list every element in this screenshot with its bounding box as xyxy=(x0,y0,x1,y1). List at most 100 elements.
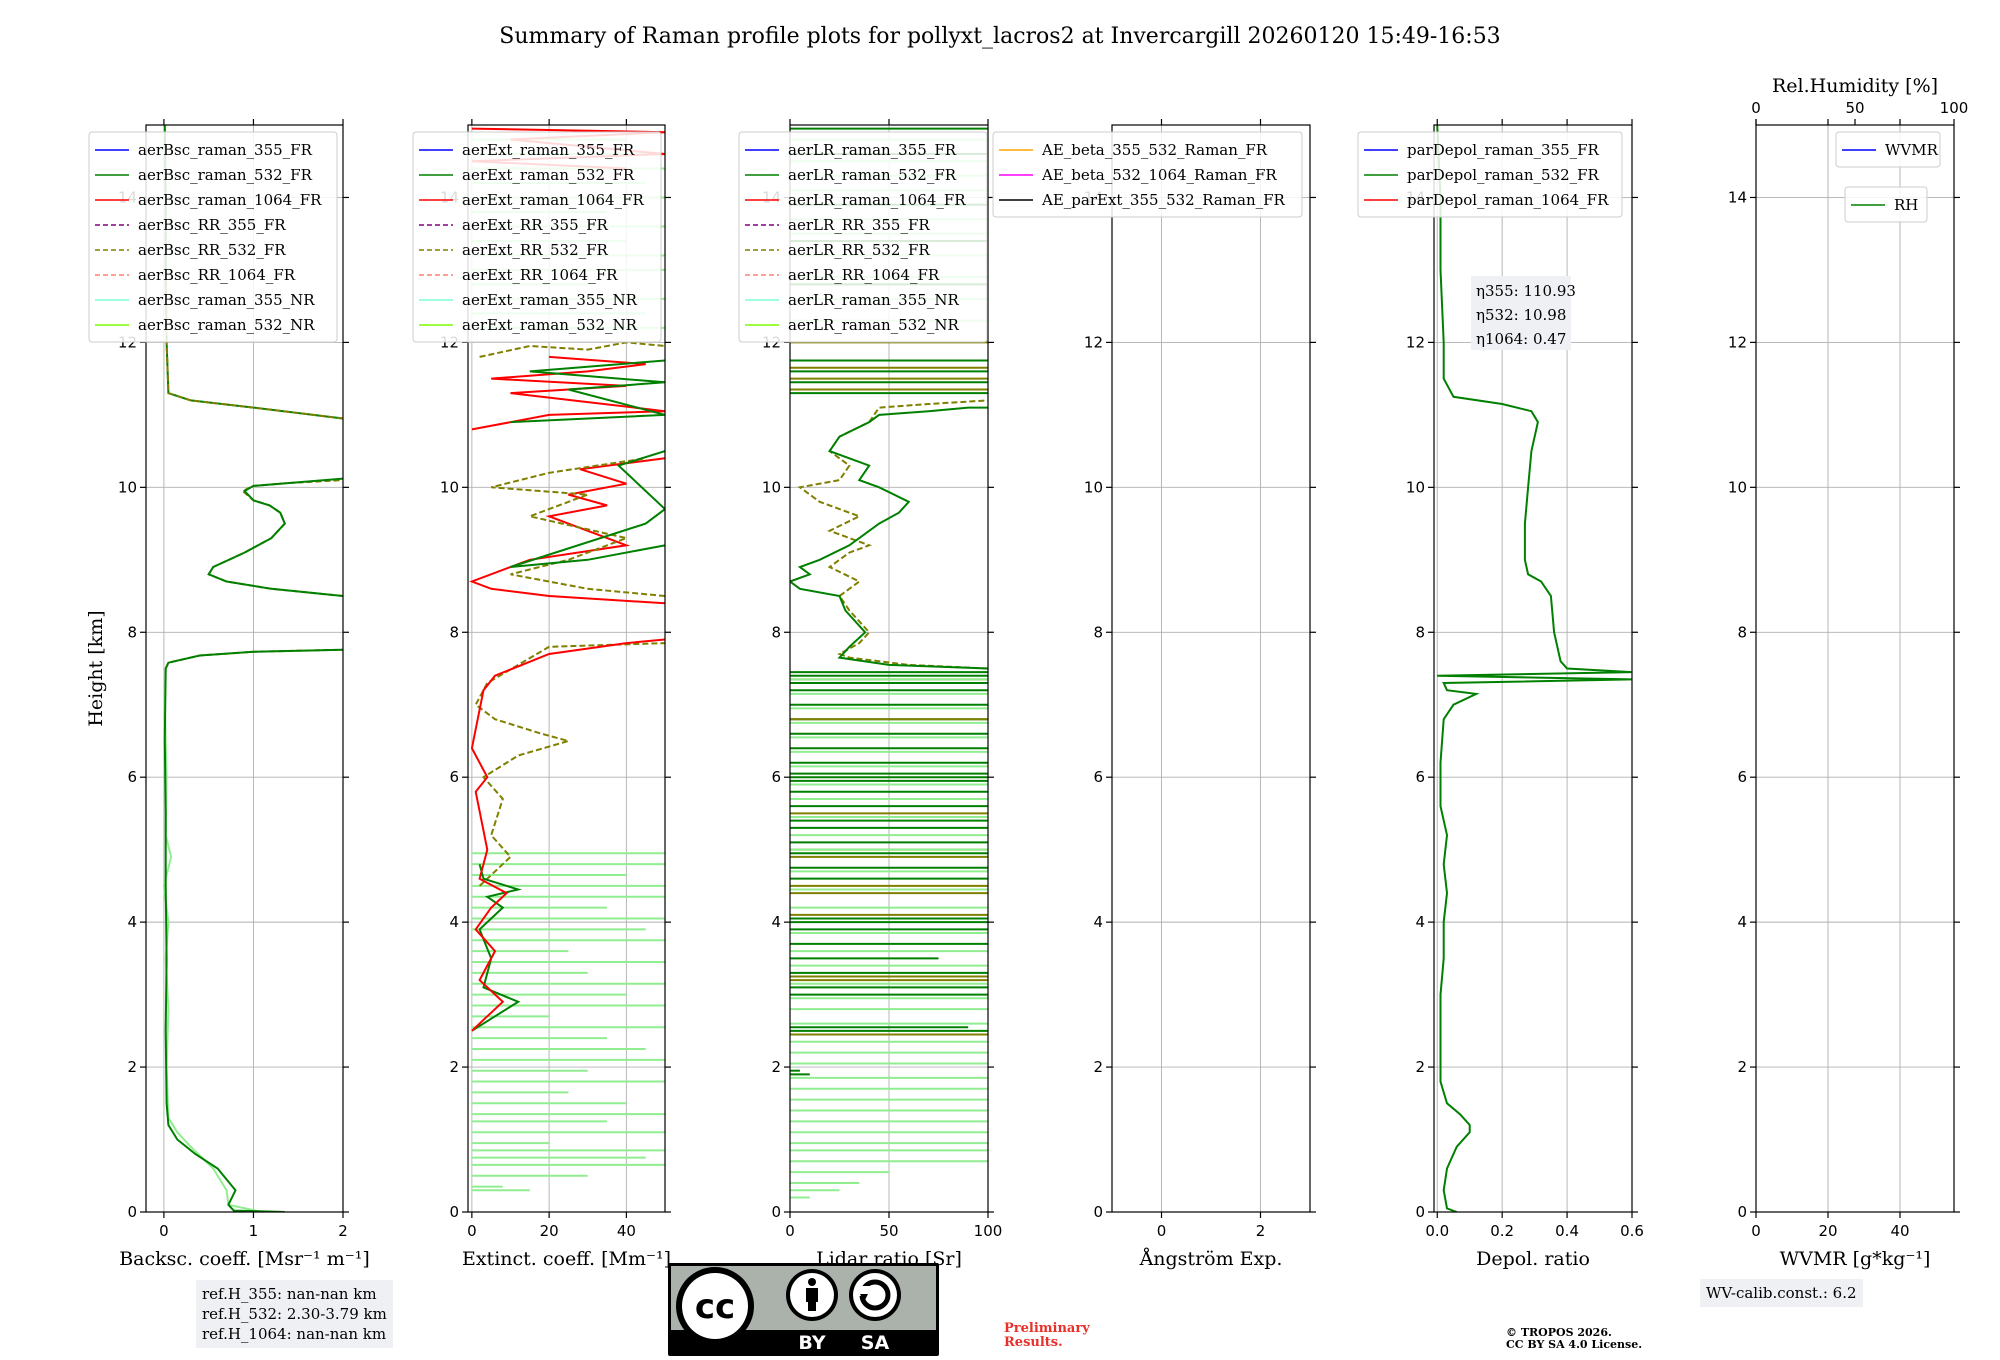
x-axis-label: Extinct. coeff. [Mm⁻¹] xyxy=(462,1248,671,1270)
legend-label: aerLR_raman_532_FR xyxy=(788,166,957,184)
x-tick-label: 1 xyxy=(249,1222,259,1240)
legend-label: parDepol_raman_355_FR xyxy=(1407,141,1600,159)
eta-value: η1064: 0.47 xyxy=(1476,330,1566,348)
series-line-aerLR_RR_532_FR xyxy=(797,399,988,670)
y-tick-label: 4 xyxy=(1093,913,1103,931)
eta-annotation: η355: 110.93 η532: 10.98 η1064: 0.47 xyxy=(1471,276,1576,350)
axes-frame xyxy=(1111,124,1311,1213)
series-line-aerExt_raman_532_FR xyxy=(510,359,665,424)
x-tick-label: 0 xyxy=(159,1222,169,1240)
y-tick-label: 0 xyxy=(449,1203,459,1221)
x-axis-label: Depol. ratio xyxy=(1476,1248,1590,1270)
y-tick-label: 4 xyxy=(449,913,459,931)
eta-value: η355: 110.93 xyxy=(1476,282,1576,300)
y-tick-label: 8 xyxy=(449,623,459,641)
copyright-line-2: CC BY SA 4.0 License. xyxy=(1506,1338,1643,1351)
legend-label: AE_beta_532_1064_Raman_FR xyxy=(1041,166,1277,184)
series-line-aerBsc_raman_532_NR xyxy=(162,668,263,1212)
x-tick-label: 0 xyxy=(785,1222,795,1240)
top-tick-label: 0 xyxy=(1751,99,1761,117)
series-line-aerExt_raman_1064_FR xyxy=(469,457,665,605)
legend-label: aerExt_raman_355_NR xyxy=(462,291,638,309)
x-tick-label: 0.2 xyxy=(1490,1222,1514,1240)
legend-label: aerBsc_raman_532_FR xyxy=(138,166,313,184)
legend-box xyxy=(992,131,1303,218)
series-line-aerExt_RR_532_FR xyxy=(474,642,665,887)
top-tick-label: 100 xyxy=(1940,99,1969,117)
panels: 02468101214012Backsc. coeff. [Msr⁻¹ m⁻¹]… xyxy=(85,75,1968,1270)
legend-box xyxy=(1844,186,1928,223)
series-line-aerBsc_raman_532_FR xyxy=(207,477,343,597)
legend-rh: RH xyxy=(1844,186,1928,223)
copyright-note: © TROPOS 2026. CC BY SA 4.0 License. xyxy=(1506,1327,1642,1351)
y-tick-label: 10 xyxy=(1406,478,1425,496)
panel-backscatter: 02468101214012Backsc. coeff. [Msr⁻¹ m⁻¹]… xyxy=(85,119,370,1270)
legend-label: aerBsc_RR_355_FR xyxy=(138,216,286,234)
y-tick-label: 8 xyxy=(1093,623,1103,641)
legend-label: WVMR xyxy=(1885,141,1939,159)
y-tick-label: 8 xyxy=(1415,623,1425,641)
legend-label: aerLR_raman_1064_FR xyxy=(788,191,966,209)
legend-box xyxy=(412,131,662,343)
legend-label: aerExt_RR_532_FR xyxy=(462,241,609,259)
legend-lidar_ratio: aerLR_raman_355_FR aerLR_raman_532_FR aerL… xyxy=(738,131,988,343)
y-tick-label: 2 xyxy=(1093,1058,1103,1076)
legend-box xyxy=(1357,131,1623,218)
eta-value: η532: 10.98 xyxy=(1476,306,1566,324)
series-line-aerExt_RR_532_FR xyxy=(490,457,665,597)
series-line-parDepol_raman_532_FR xyxy=(1436,125,1632,1212)
y-tick-label: 2 xyxy=(127,1058,137,1076)
x-tick-label: 40 xyxy=(1890,1222,1909,1240)
legend-label: aerBsc_raman_532_NR xyxy=(138,316,315,334)
legend-backscatter: aerBsc_raman_355_FR aerBsc_raman_532_FRae… xyxy=(88,131,338,343)
y-tick-label: 0 xyxy=(127,1203,137,1221)
legend-label: aerLR_raman_532_NR xyxy=(788,316,959,334)
series-line-aerExt_raman_1064_FR xyxy=(470,638,665,1032)
legend-label: aerLR_RR_355_FR xyxy=(788,216,930,234)
y-axis-label: Height [km] xyxy=(85,610,107,726)
legend-label: aerBsc_raman_355_FR xyxy=(138,141,313,159)
ref-height-1064: ref.H_1064: nan-nan km xyxy=(202,1325,387,1343)
top-axis-label: Rel.Humidity [%] xyxy=(1772,75,1938,97)
legend-label: aerLR_RR_532_FR xyxy=(788,241,930,259)
legend-wvmr: WVMR xyxy=(1835,131,1941,168)
preliminary-line-1: Preliminary xyxy=(1004,1321,1090,1336)
copyright-line-1: © TROPOS 2026. xyxy=(1506,1326,1612,1339)
x-tick-label: 50 xyxy=(879,1222,898,1240)
x-tick-label: 20 xyxy=(1818,1222,1837,1240)
y-tick-label: 10 xyxy=(118,478,137,496)
axes-frame xyxy=(467,124,666,1213)
panel-wvmr: 0 2 4 6 8 10 12 14 0 20 40 WVMR [g*kg⁻¹] 0 50 100Rel.H… xyxy=(1728,75,1968,1270)
y-tick-label: 2 xyxy=(1415,1058,1425,1076)
legend-label: aerBsc_RR_1064_FR xyxy=(138,266,296,284)
y-tick-label: 12 xyxy=(1728,333,1747,351)
legend-extinction: aerExt_raman_355_FR aerExt_raman_532_FRae… xyxy=(412,131,662,343)
wv-calibration-box: WV-calib.const.: 6.2 xyxy=(1700,1279,1863,1307)
axes-frame xyxy=(1433,124,1633,1213)
y-tick-label: 6 xyxy=(127,768,137,786)
figure-title: Summary of Raman profile plots for polly… xyxy=(499,24,1500,49)
legend-box xyxy=(88,131,338,343)
preliminary-line-2: Results. xyxy=(1004,1335,1063,1350)
y-tick-label: 4 xyxy=(1737,913,1747,931)
x-tick-label: 0.0 xyxy=(1425,1222,1449,1240)
y-tick-label: 0 xyxy=(1737,1203,1747,1221)
y-tick-label: 10 xyxy=(762,478,781,496)
x-tick-label: 0.6 xyxy=(1620,1222,1644,1240)
y-tick-label: 8 xyxy=(1737,623,1747,641)
y-tick-label: 8 xyxy=(771,623,781,641)
y-tick-label: 4 xyxy=(127,913,137,931)
x-tick-label: 2 xyxy=(338,1222,348,1240)
legend-label: aerExt_raman_355_FR xyxy=(462,141,635,159)
grid-angstrom xyxy=(1112,125,1310,1213)
series-line-aerExt_raman_532_FR xyxy=(471,863,522,1032)
y-tick-label: 6 xyxy=(771,768,781,786)
panel-extinction: 0246810121402040Extinct. coeff. [Mm⁻¹]ae… xyxy=(412,119,671,1270)
legend-label: parDepol_raman_1064_FR xyxy=(1407,191,1609,209)
reference-height-box: ref.H_355: nan-nan km ref.H_532: 2.30-3.… xyxy=(196,1280,393,1348)
series-line-aerBsc_RR_532_FR xyxy=(207,479,343,597)
legend-label: RH xyxy=(1894,196,1918,214)
x-tick-label: 100 xyxy=(974,1222,1003,1240)
